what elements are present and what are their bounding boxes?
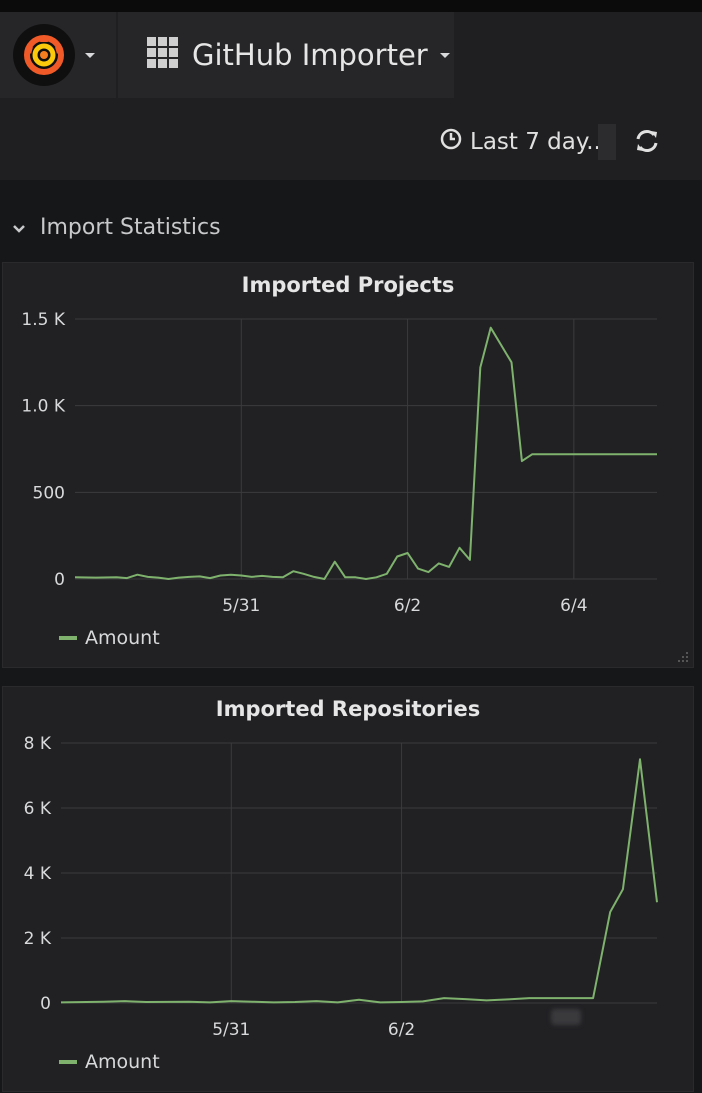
legend-swatch [59, 636, 77, 640]
x-tick-label: 6/4 [560, 596, 587, 616]
y-tick-label: 2 K [24, 929, 52, 949]
y-tick-label: 0 [40, 994, 51, 1014]
time-controls-bar [0, 100, 702, 180]
legend-item[interactable]: Amount [59, 1051, 160, 1073]
row-collapse-toggle[interactable]: Import Statistics [12, 215, 221, 240]
row-title: Import Statistics [40, 215, 221, 240]
dashboard-picker-button[interactable]: GitHub Importer [118, 12, 454, 98]
dashboard-grid-icon [146, 36, 180, 74]
series-line-amount[interactable] [60, 758, 658, 1004]
chevron-down-icon [439, 52, 450, 58]
legend-swatch [59, 1060, 77, 1064]
dashboard-title: GitHub Importer [192, 38, 428, 72]
status-strip [0, 0, 702, 12]
panel-imported-repositories: Imported Repositories 0 2 K 4 K 6 K 8 K 5/31 6… [2, 686, 694, 1092]
repositories-chart: 0 2 K 4 K 6 K 8 K 5/31 6/2 [24, 734, 658, 1040]
y-tick-label: 1.0 K [21, 397, 65, 417]
y-tick-label: 4 K [24, 864, 52, 884]
panel-imported-projects: Imported Projects 0 500 1.0 K 1.5 K 5/31 6/2 6… [2, 262, 694, 668]
series-line-amount[interactable] [74, 326, 657, 580]
x-tick-label: 5/31 [222, 596, 260, 616]
y-tick-label: 0 [54, 570, 65, 590]
legend-item[interactable]: Amount [59, 627, 160, 649]
time-range-label: Last 7 day... [470, 129, 609, 155]
chevron-down-icon [12, 215, 26, 240]
grafana-logo-icon [13, 24, 75, 86]
grafana-menu-button[interactable] [0, 12, 116, 98]
time-picker-divider [598, 124, 616, 160]
y-tick-label: 1.5 K [21, 310, 65, 330]
refresh-icon[interactable] [632, 126, 662, 156]
redacted-tick-label [551, 1009, 581, 1025]
panel-title[interactable]: Imported Projects [241, 273, 455, 297]
legend-label: Amount [85, 1051, 160, 1073]
x-tick-label: 6/2 [388, 1020, 415, 1040]
y-tick-label: 500 [33, 483, 65, 503]
x-tick-label: 6/2 [394, 596, 421, 616]
panel-title[interactable]: Imported Repositories [215, 697, 481, 721]
clock-icon [440, 128, 462, 156]
y-tick-label: 6 K [24, 799, 52, 819]
projects-chart: 0 500 1.0 K 1.5 K 5/31 6/2 6/4 [21, 310, 657, 616]
chevron-down-icon [85, 52, 95, 58]
x-tick-label: 5/31 [212, 1020, 250, 1040]
time-range-picker[interactable]: Last 7 day... [440, 124, 608, 160]
y-tick-label: 8 K [24, 734, 52, 754]
legend-label: Amount [85, 627, 160, 649]
resize-handle-icon[interactable] [677, 651, 689, 663]
